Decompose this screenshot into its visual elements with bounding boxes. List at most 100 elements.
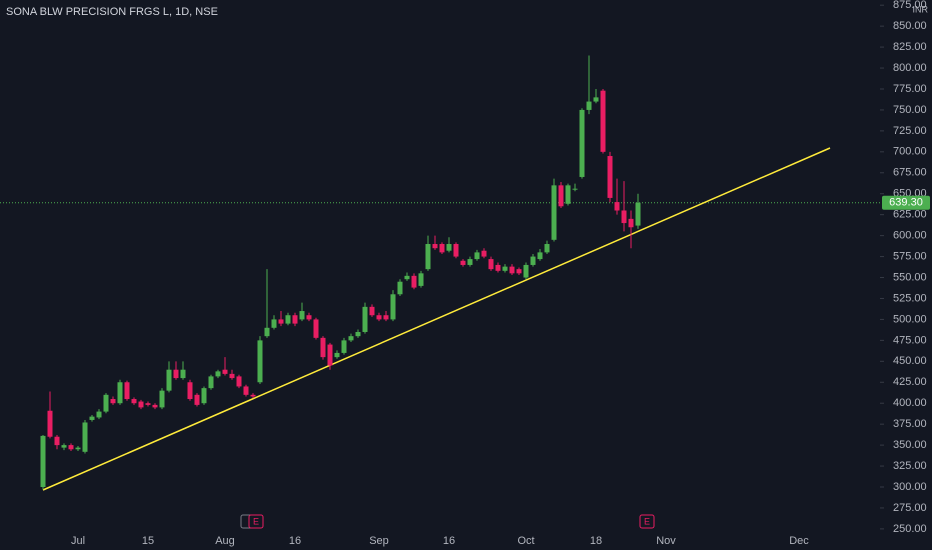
candle-body <box>117 382 123 404</box>
y-tick-label: 750.00 <box>893 104 927 116</box>
candle-body <box>103 394 109 412</box>
candle-body <box>264 327 270 337</box>
candle-body <box>614 202 620 211</box>
candle-body <box>572 188 578 190</box>
candle-body <box>82 422 88 452</box>
candle-body <box>495 264 501 271</box>
y-tick-label: 875.00 <box>893 0 927 11</box>
x-tick-label: Jul <box>71 535 85 547</box>
candle-body <box>509 266 515 274</box>
y-tick-label: 700.00 <box>893 146 927 158</box>
y-tick-label: 550.00 <box>893 271 927 283</box>
candle-body <box>327 344 333 366</box>
candle-body <box>481 250 487 257</box>
candle-body <box>61 445 67 448</box>
candle-body <box>152 404 158 408</box>
candle-body <box>460 260 466 265</box>
candle-body <box>600 90 606 152</box>
y-tick-label: 275.00 <box>893 502 927 514</box>
y-tick-label: 625.00 <box>893 209 927 221</box>
last-price-box <box>882 195 930 210</box>
candle-body <box>89 416 95 420</box>
chart-title: SONA BLW PRECISION FRGS L, 1D, NSE <box>6 6 218 18</box>
candle-body <box>453 244 459 257</box>
y-tick-label: 325.00 <box>893 460 927 472</box>
x-tick-label: Dec <box>789 535 809 547</box>
y-tick-label: 375.00 <box>893 418 927 430</box>
candle-body <box>348 336 354 341</box>
candle-body <box>607 156 613 198</box>
candle-body <box>236 376 242 387</box>
candle-body <box>320 337 326 358</box>
candle-body <box>355 331 361 337</box>
y-tick-label: 400.00 <box>893 397 927 409</box>
currency-label: INR <box>913 4 929 14</box>
y-tick-label: 250.00 <box>893 523 927 535</box>
candle-body <box>621 210 627 224</box>
candle-body <box>229 373 235 379</box>
candle-body <box>432 244 438 249</box>
candle-body <box>159 390 165 408</box>
candle-body <box>124 382 130 400</box>
candle-body <box>467 259 473 265</box>
y-tick-label: 350.00 <box>893 439 927 451</box>
candle-body <box>215 371 221 377</box>
x-tick-label: Nov <box>656 535 676 547</box>
event-label: E <box>253 516 259 526</box>
candle-body <box>222 369 228 374</box>
candle-body <box>411 275 417 288</box>
candle-body <box>418 273 424 286</box>
candle-body <box>285 315 291 324</box>
candle-body <box>299 311 305 320</box>
candle-body <box>208 376 214 389</box>
candle-body <box>404 275 410 280</box>
y-tick-label: 675.00 <box>893 167 927 179</box>
candle-body <box>446 244 452 251</box>
candle-body <box>565 185 571 204</box>
candle-body <box>397 281 403 295</box>
x-tick-label: 16 <box>289 535 301 547</box>
x-tick-label: Oct <box>517 535 534 547</box>
event-marker <box>248 514 264 529</box>
candle-body <box>110 399 116 404</box>
y-tick-label: 300.00 <box>893 481 927 493</box>
candle-body <box>180 369 186 379</box>
y-tick-label: 475.00 <box>893 334 927 346</box>
candle-body <box>313 319 319 338</box>
candle-body <box>47 410 53 437</box>
candle-body <box>54 436 60 446</box>
candle-body <box>516 269 522 274</box>
last-price-label: 639.30 <box>889 197 923 209</box>
candle-body <box>250 394 256 397</box>
candle-body <box>593 97 599 102</box>
y-tick-label: 425.00 <box>893 376 927 388</box>
candle-body <box>586 101 592 110</box>
y-tick-label: 725.00 <box>893 125 927 137</box>
candle-body <box>558 185 564 207</box>
y-tick-label: 450.00 <box>893 355 927 367</box>
candle-body <box>201 388 207 404</box>
candle-body <box>579 109 585 177</box>
event-marker <box>639 514 655 529</box>
candle-body <box>390 294 396 320</box>
candle-body <box>383 315 389 320</box>
y-tick-label: 575.00 <box>893 250 927 262</box>
y-tick-label: 525.00 <box>893 292 927 304</box>
x-tick-label: Sep <box>369 535 389 547</box>
candle-body <box>173 369 179 379</box>
candle-body <box>530 256 536 265</box>
candle-body <box>488 259 494 270</box>
candle-body <box>341 340 347 353</box>
candle-body <box>376 315 382 320</box>
candle-body <box>138 401 144 408</box>
candle-body <box>292 315 298 324</box>
x-tick-label: 16 <box>443 535 455 547</box>
candle-body <box>439 244 445 253</box>
x-tick-label: 18 <box>590 535 602 547</box>
y-tick-label: 825.00 <box>893 41 927 53</box>
candle-body <box>257 340 263 383</box>
candle-body <box>502 266 508 271</box>
